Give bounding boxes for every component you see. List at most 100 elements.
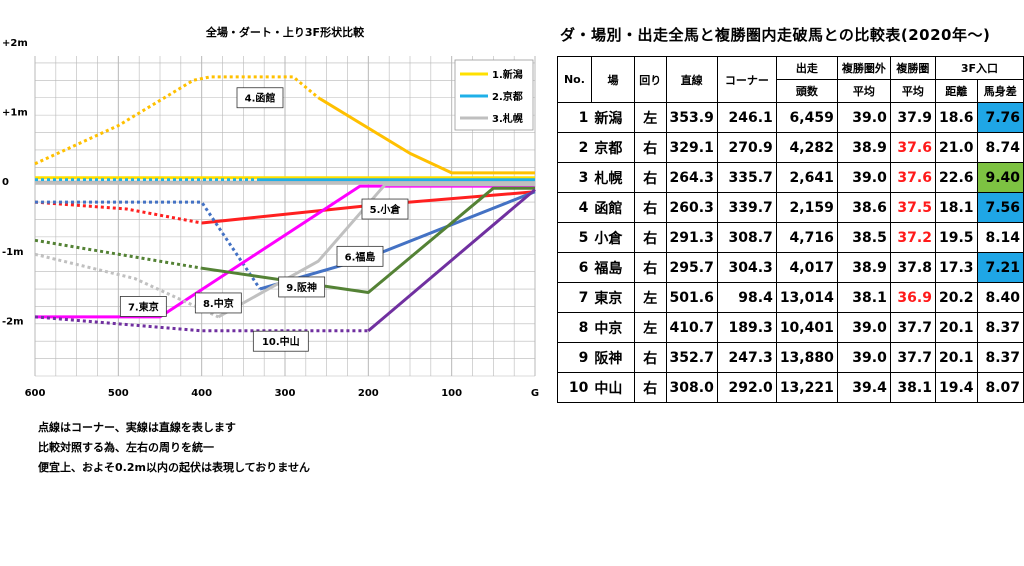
legend-entry: 2.京都 [492,90,523,103]
comparison-table: No. 場 回り 直線 コーナー 出走 複勝圏外 複勝圏 3F入口 頭数 平均 … [557,56,1024,403]
row-margin: 7.21 [976,252,1024,283]
table-row: 1 新潟左 353.9 246.1 6,459 39.0 37.9 18.6 7.76 [557,102,1024,133]
table-row: 6 福島右 295.7 304.3 4,017 38.9 37.8 17.3 7.21 [557,252,1024,283]
row-out-avg: 38.9 [836,252,891,283]
row-runners: 2,159 [775,192,838,223]
row-runners: 4,017 [775,252,838,283]
chart-label: 8.中京 [203,297,234,310]
table-row: 4 函館右 260.3 339.7 2,159 38.6 37.5 18.1 7.56 [557,192,1024,223]
row-track: 中山 [591,372,636,403]
col-header-margin: 馬身差 [976,79,1024,103]
row-margin: 7.76 [976,102,1024,133]
row-direction: 右 [634,162,667,193]
row-corner: 304.3 [716,252,777,283]
x-tick-label: 300 [275,388,296,399]
y-tick-label: +2m [2,38,28,49]
row-margin: 8.07 [976,372,1024,403]
note-line: 点線はコーナー、実線は直線を表します [38,421,236,434]
row-distance: 22.6 [934,162,978,193]
series-line [34,188,536,333]
row-track: 札幌 [591,162,636,193]
row-track: 阪神 [591,342,636,373]
series-line [34,75,535,175]
row-in-avg: 37.6 [889,132,936,163]
col-header-runners-sub: 頭数 [775,79,838,103]
row-runners: 2,641 [775,162,838,193]
row-in-avg: 37.5 [889,192,936,223]
y-tick-label: +1m [2,108,28,119]
row-distance: 21.0 [934,132,978,163]
row-direction: 右 [634,132,667,163]
chart-label: 7.東京 [128,300,159,313]
row-in-avg: 37.6 [889,162,936,193]
table-row: 3 札幌右 264.3 335.7 2,641 39.0 37.6 22.6 9.40 [557,162,1024,193]
row-no: 4 [557,192,592,223]
row-out-avg: 39.0 [836,312,891,343]
chart-label: 10.中山 [262,335,300,348]
series-segment [34,315,369,333]
row-corner: 308.7 [716,222,777,253]
row-runners: 4,716 [775,222,838,253]
row-direction: 左 [634,282,667,313]
series-segment [317,96,535,175]
table-row: 10 中山右 308.0 292.0 13,221 39.4 38.1 19.4 8.07 [557,372,1024,403]
chart-label-box [361,198,409,220]
chart-title: 全場・ダート・上り3F形状比較 [205,25,365,39]
row-no: 8 [557,312,592,343]
x-tick-label: 600 [25,388,46,399]
row-direction: 右 [634,252,667,283]
chart-label-box [194,292,242,314]
chart-label-box [252,330,309,352]
row-no: 10 [557,372,592,403]
y-tick-label: -1m [2,247,24,258]
table-title: ダ・場別・出走全馬と複勝圏内走破馬との比較表(2020年～) [560,26,991,44]
table-row: 8 中京左 410.7 189.3 10,401 39.0 37.7 20.1 8.37 [557,312,1024,343]
col-header-out-avg: 複勝圏外 [836,56,891,80]
row-no: 3 [557,162,592,193]
series-segment [34,75,320,166]
row-margin: 8.74 [976,132,1024,163]
chart-label: 9.阪神 [286,281,317,294]
row-distance: 17.3 [934,252,978,283]
col-header-straight: 直線 [665,56,718,103]
y-tick-label: 0 [2,177,9,188]
row-direction: 右 [634,222,667,253]
row-straight: 329.1 [665,132,718,163]
row-corner: 270.9 [716,132,777,163]
row-margin: 8.37 [976,312,1024,343]
row-corner: 247.3 [716,342,777,373]
series-segment [367,188,536,332]
row-straight: 308.0 [665,372,718,403]
row-out-avg: 39.0 [836,162,891,193]
col-header-out-avg-sub: 平均 [836,79,891,103]
x-tick-label: 500 [108,388,129,399]
row-runners: 10,401 [775,312,838,343]
row-runners: 6,459 [775,102,838,133]
chart-label-box [119,296,167,317]
chart-series [34,75,536,333]
chart-label-box [336,245,384,267]
chart-legend: 1.新潟 2.京都 3.札幌 [454,59,534,131]
row-distance: 20.1 [934,342,978,373]
row-out-avg: 38.1 [836,282,891,313]
table-row: 2 京都右 329.1 270.9 4,282 38.9 37.6 21.0 8.74 [557,132,1024,163]
chart-label: 4.函館 [245,92,276,105]
row-in-avg: 37.7 [889,342,936,373]
row-in-avg: 37.8 [889,252,936,283]
y-tick-label: -2m [2,316,24,327]
x-tick-label: 400 [191,388,212,399]
row-corner: 189.3 [716,312,777,343]
row-distance: 20.1 [934,312,978,343]
row-track: 京都 [591,132,636,163]
series-segment [34,238,202,270]
row-no: 6 [557,252,592,283]
chart-label-box [236,87,284,109]
series-segment [217,183,535,319]
row-runners: 13,014 [775,282,838,313]
chart-axes: 600 500 400 300 200 100 G +2m +1m 0 -1m -2m [2,38,539,399]
row-distance: 18.6 [934,102,978,133]
row-no: 5 [557,222,592,253]
row-track: 新潟 [591,102,636,133]
row-track: 福島 [591,252,636,283]
row-out-avg: 38.5 [836,222,891,253]
